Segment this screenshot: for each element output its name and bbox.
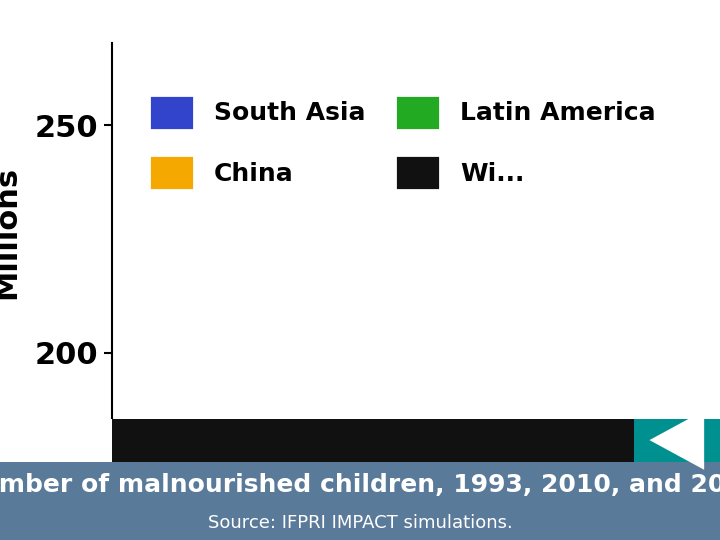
Legend: South Asia, China, Latin America, Wi...: South Asia, China, Latin America, Wi... [136,82,668,203]
Text: Number of malnourished children, 1993, 2010, and 2020: Number of malnourished children, 1993, 2… [0,473,720,497]
Y-axis label: Millions: Millions [0,166,21,299]
Text: Source: IFPRI IMPACT simulations.: Source: IFPRI IMPACT simulations. [207,514,513,532]
